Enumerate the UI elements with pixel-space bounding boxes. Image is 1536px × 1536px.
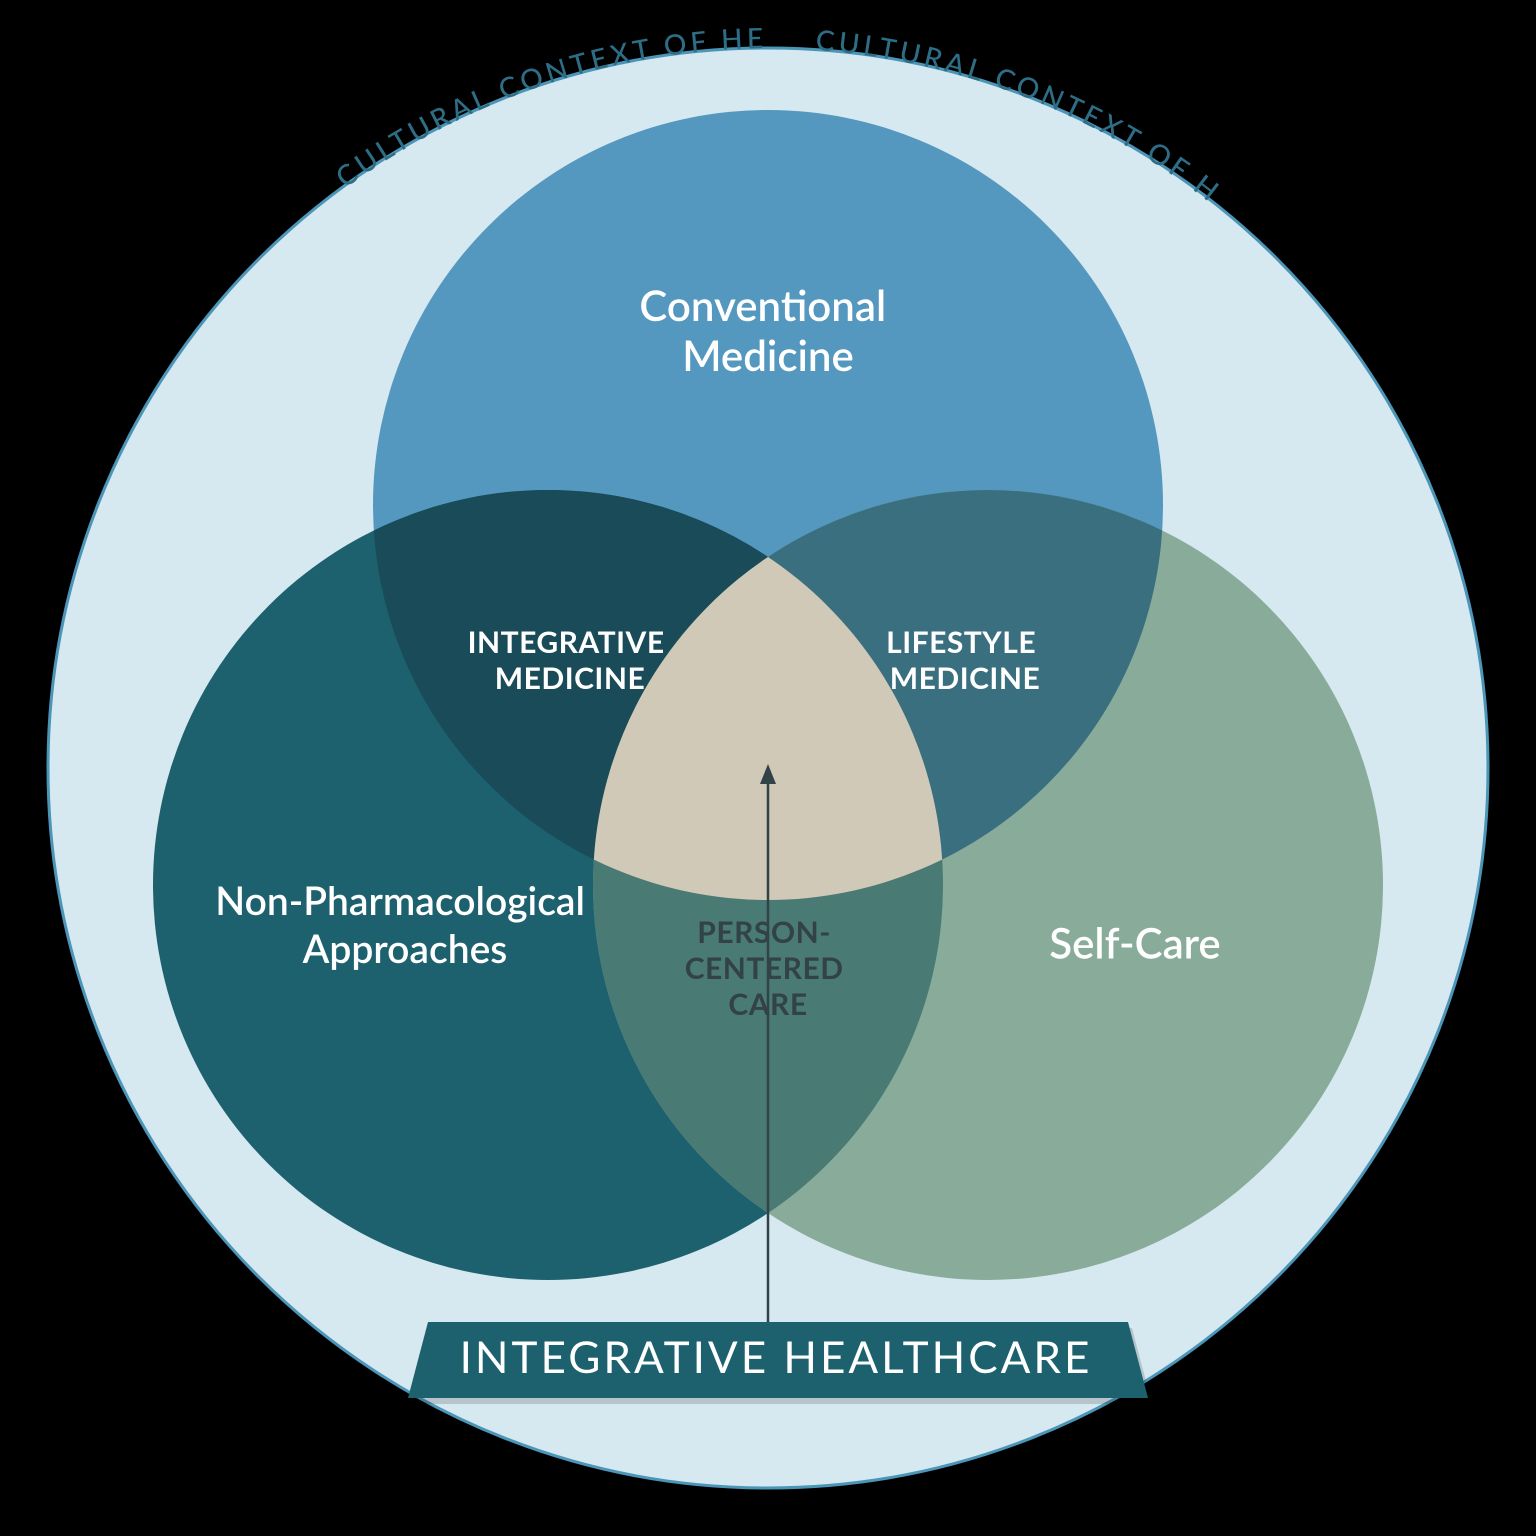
banner-integrative-healthcare: INTEGRATIVE HEALTHCARE bbox=[408, 1322, 1152, 1404]
venn-diagram-svg: CULTURAL CONTEXT OF HEALTH CULTURAL CONT… bbox=[0, 0, 1536, 1536]
label-lifestyle-medicine: LIFESTYLE MEDICINE bbox=[886, 624, 1044, 696]
diagram-stage: CULTURAL CONTEXT OF HEALTH CULTURAL CONT… bbox=[0, 0, 1536, 1536]
label-selfcare: Self-Care bbox=[1049, 918, 1221, 968]
label-integrative-medicine: INTEGRATIVE MEDICINE bbox=[468, 624, 673, 696]
banner-text: INTEGRATIVE HEALTHCARE bbox=[460, 1331, 1093, 1383]
